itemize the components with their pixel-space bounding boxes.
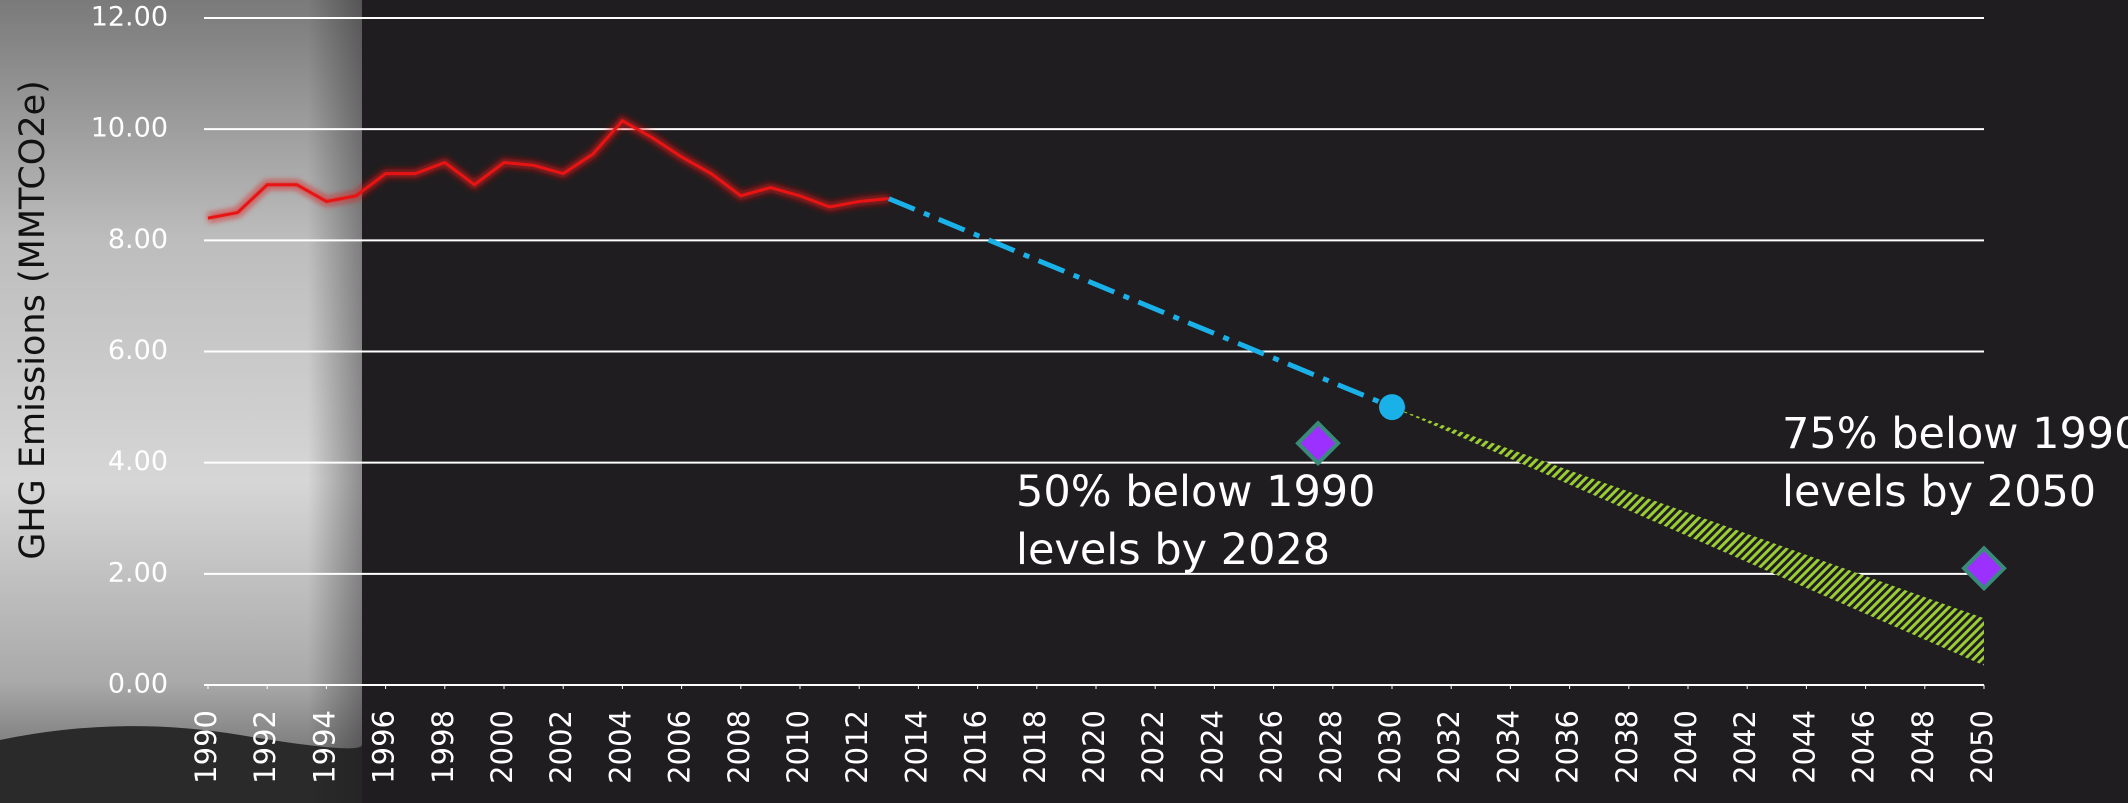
x-tick-label: 2022	[1136, 710, 1170, 784]
x-tick-label: 2042	[1728, 710, 1762, 784]
x-tick-label: 1998	[426, 710, 460, 784]
x-tick-label: 2038	[1610, 710, 1644, 784]
point	[1379, 394, 1405, 421]
y-tick-label: 10.00	[91, 113, 168, 144]
y-axis-label: GHG Emissions (MMTCO2e)	[13, 80, 53, 560]
target-diamond	[1961, 545, 2007, 592]
x-tick-label: 2034	[1491, 710, 1525, 784]
x-tick-label: 2028	[1314, 710, 1348, 784]
x-tick-label: 2030	[1373, 710, 1407, 784]
target-band	[1392, 407, 1984, 666]
x-tick-label: 2046	[1847, 710, 1881, 784]
x-tick-label: 2048	[1906, 710, 1940, 784]
y-tick-label: 0.00	[108, 669, 168, 700]
x-tick-label: 2004	[603, 710, 637, 784]
x-tick-label: 2020	[1077, 710, 1111, 784]
x-tick-label: 2012	[840, 710, 874, 784]
x-tick-label: 2040	[1669, 710, 1703, 784]
background-fade	[0, 0, 362, 803]
x-tick-label: 1996	[367, 710, 401, 784]
x-tick-label: 1992	[248, 710, 282, 784]
y-tick-label: 6.00	[108, 335, 168, 366]
annotation: 50% below 1990	[1016, 467, 1376, 517]
x-tick-label: 2016	[959, 710, 993, 784]
projection-line	[887, 196, 1393, 410]
annotation: levels by 2050	[1782, 467, 2096, 517]
x-tick-label: 1990	[189, 710, 223, 784]
x-tick-label: 2024	[1195, 710, 1229, 784]
x-tick-label: 2026	[1255, 710, 1289, 784]
y-tick-label: 8.00	[108, 224, 168, 255]
target-diamond	[1295, 420, 1341, 467]
x-tick-label: 2002	[544, 710, 578, 784]
annotation: levels by 2028	[1016, 525, 1330, 575]
x-tick-label: 2050	[1965, 710, 1999, 784]
y-tick-label: 4.00	[108, 446, 168, 477]
x-tick-label: 2006	[663, 710, 697, 784]
annotation: 75% below 1990	[1782, 409, 2128, 459]
x-tick-label: 1994	[307, 710, 341, 784]
y-tick-label: 2.00	[108, 557, 168, 588]
line	[207, 118, 889, 220]
x-tick-label: 2044	[1787, 710, 1821, 784]
x-tick-label: 2000	[485, 710, 519, 784]
x-tick-label: 2014	[899, 710, 933, 784]
x-tick-label: 2010	[781, 710, 815, 784]
x-tick-label: 2008	[722, 710, 756, 784]
y-tick-label: 12.00	[91, 2, 168, 33]
x-tick-label: 2018	[1018, 710, 1052, 784]
x-tick-label: 2036	[1551, 710, 1585, 784]
x-tick-label: 2032	[1432, 710, 1466, 784]
